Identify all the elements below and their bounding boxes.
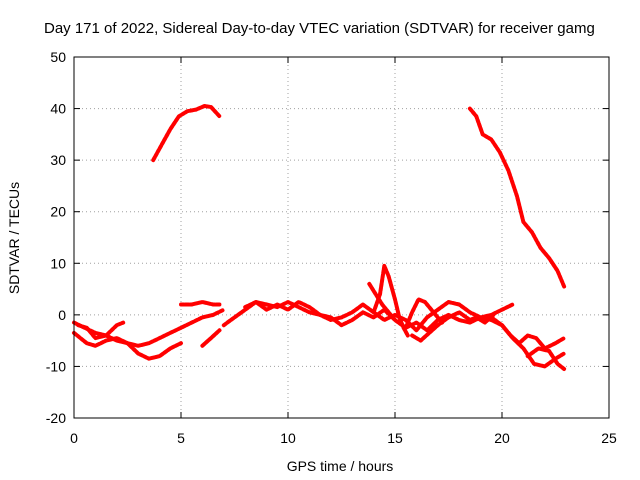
series-line-track-16 [525, 346, 567, 371]
x-tick-label: 10 [280, 430, 296, 446]
y-tick-label: -10 [46, 358, 66, 374]
y-tick-label: 30 [50, 152, 66, 168]
series-line-track-12 [403, 297, 445, 330]
x-tick-label: 25 [601, 430, 617, 446]
y-tick-label: 50 [50, 49, 66, 65]
y-tick-label: -20 [46, 410, 66, 426]
series-line-track-1 [151, 104, 222, 163]
x-tick-label: 20 [494, 430, 510, 446]
series-group [72, 104, 567, 371]
y-tick-label: 20 [50, 204, 66, 220]
y-tick-label: 0 [58, 307, 66, 323]
series-line-track-10 [371, 263, 410, 338]
x-tick-label: 5 [177, 430, 185, 446]
series-line-track-11 [367, 281, 397, 322]
y-tick-label: 10 [50, 255, 66, 271]
series-line-track-2 [467, 106, 567, 289]
series-line-track-5 [76, 320, 126, 341]
series-line-track-4 [72, 307, 226, 348]
ticks: 0 5 10 15 20 25 -20 -10 0 10 20 30 40 50 [46, 49, 617, 446]
series-line-track-8 [221, 300, 504, 333]
series-line-track-9 [243, 300, 515, 333]
y-axis-label: SDTVAR / TECUs [6, 182, 22, 294]
series-line-track-13 [410, 310, 496, 343]
x-axis-label: GPS time / hours [287, 458, 394, 474]
chart-title: Day 171 of 2022, Sidereal Day-to-day VTE… [44, 20, 595, 37]
x-tick-label: 15 [387, 430, 403, 446]
x-tick-label: 0 [70, 430, 78, 446]
grid [74, 57, 609, 418]
y-tick-label: 40 [50, 101, 66, 117]
series-line-track-6 [179, 300, 222, 307]
series-line-track-7 [200, 328, 222, 348]
plot-frame [73, 56, 610, 419]
